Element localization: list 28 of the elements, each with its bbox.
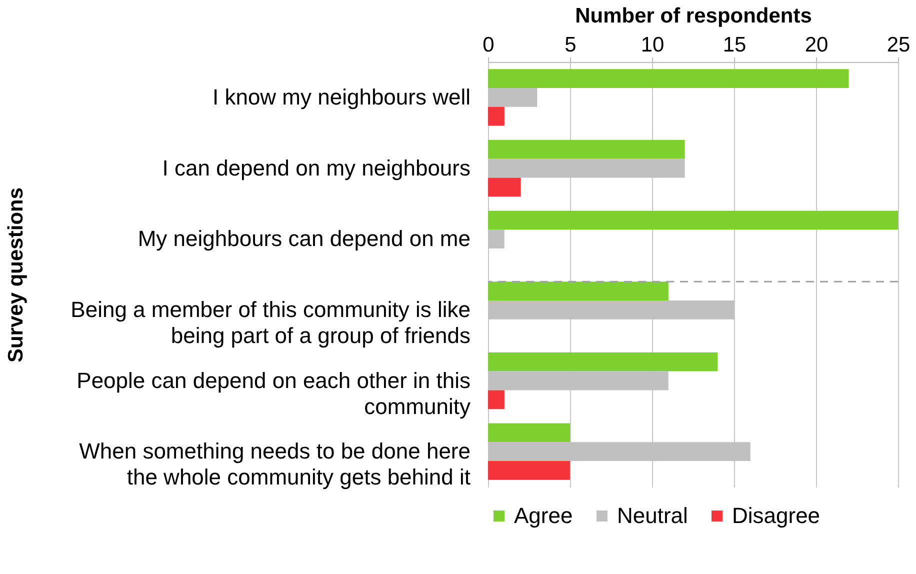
x-tick-label: 25 (886, 34, 910, 56)
bar (488, 282, 668, 300)
bar (488, 210, 898, 230)
x-tick-label: 10 (640, 34, 664, 56)
legend-label: Agree (514, 503, 573, 528)
x-tick-label: 15 (722, 34, 746, 56)
y-tick-label: People can depend on each other in this community (76, 368, 470, 419)
y-tick-label: When something needs to be done here the whole community gets behind it (79, 438, 470, 490)
bar (488, 352, 718, 372)
y-tick-label: My neighbours can depend on me (138, 226, 470, 252)
bar (488, 390, 504, 410)
x-axis-title: Number of respondents (575, 4, 812, 28)
bar (488, 423, 570, 442)
x-tick-label: 20 (804, 34, 828, 56)
y-tick-label: Being a member of this community is like being part of a group of friends (70, 296, 470, 348)
legend-label: Neutral (617, 503, 688, 528)
bar (488, 461, 570, 480)
bar (488, 88, 538, 107)
bar (488, 69, 849, 88)
bar (488, 140, 685, 159)
bar (488, 178, 521, 197)
x-tick-label: 0 (482, 34, 494, 56)
bar (488, 106, 504, 126)
x-tick-label: 5 (564, 34, 576, 56)
legend-label: Disagree (732, 503, 820, 528)
y-axis-title: Survey questions (4, 187, 28, 363)
y-tick-label: I know my neighbours well (212, 84, 470, 110)
y-tick-label: I can depend on my neighbours (162, 155, 470, 180)
